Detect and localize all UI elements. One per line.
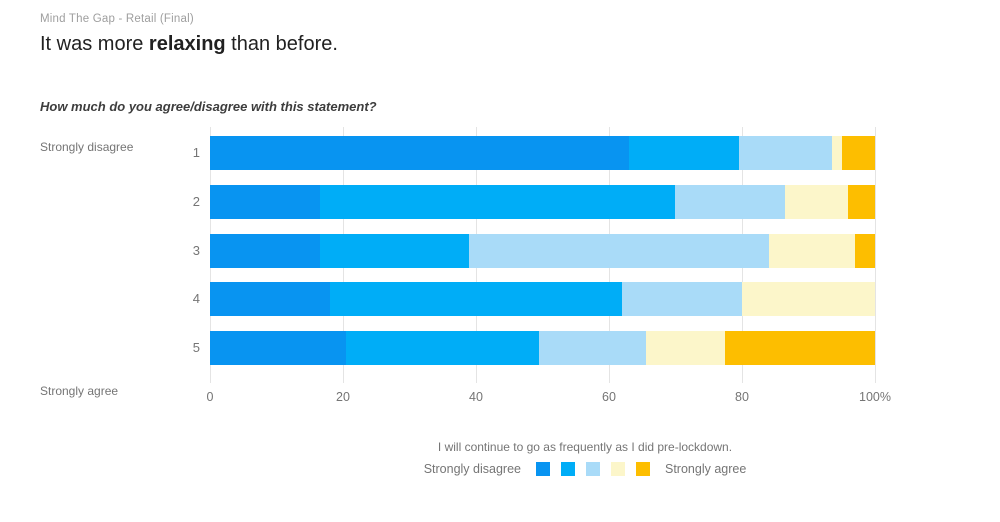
bar-segment[interactable]	[469, 234, 769, 268]
bar-segment[interactable]	[741, 282, 875, 316]
bar-segment[interactable]	[831, 136, 842, 170]
project-label: Mind The Gap - Retail (Final)	[40, 13, 194, 25]
scale-label-strongly-agree: Strongly agree	[40, 384, 119, 398]
legend-swatch	[535, 462, 550, 476]
bar-segment[interactable]	[210, 282, 330, 316]
row-label: 2	[192, 194, 200, 209]
bar-segment[interactable]	[785, 185, 849, 219]
bar-segment[interactable]	[645, 331, 726, 365]
bar-row-1	[210, 136, 875, 170]
legend-swatch	[560, 462, 575, 476]
legend-question: I will continue to go as frequently as I…	[437, 440, 733, 454]
page-title-emphasis: relaxing	[148, 33, 226, 55]
question-subtitle: How much do you agree/disagree with this…	[40, 99, 377, 114]
bar-segment[interactable]	[738, 136, 832, 170]
legend-swatch	[635, 462, 650, 476]
bar-segment[interactable]	[210, 331, 347, 365]
gridline	[875, 127, 876, 383]
scale-label-strongly-disagree: Strongly disagree	[40, 140, 134, 154]
bar-segment[interactable]	[841, 136, 875, 170]
legend-swatch	[585, 462, 600, 476]
page-title-prefix: It was more	[40, 33, 149, 55]
bar-segment[interactable]	[319, 234, 470, 268]
legend-swatch	[610, 462, 625, 476]
bar-segment[interactable]	[329, 282, 623, 316]
legend-swatches	[535, 462, 650, 476]
bar-segment[interactable]	[628, 136, 739, 170]
x-tick-label: 0	[206, 390, 214, 404]
page-title: It was more relaxing than before.	[40, 33, 338, 56]
legend-scale: Strongly disagree Strongly agree	[180, 462, 990, 476]
bar-segment[interactable]	[319, 185, 676, 219]
bar-row-4	[210, 282, 875, 316]
page-title-suffix: than before.	[225, 33, 338, 55]
bar-segment[interactable]	[210, 185, 320, 219]
row-label: 5	[192, 340, 200, 355]
bar-segment[interactable]	[622, 282, 742, 316]
bar-segment[interactable]	[210, 136, 629, 170]
row-label: 4	[192, 291, 200, 306]
bar-segment[interactable]	[725, 331, 875, 365]
x-tick-label: 40	[469, 390, 483, 404]
legend-left-label: Strongly disagree	[423, 462, 521, 476]
bar-segment[interactable]	[848, 185, 875, 219]
x-tick-label: 60	[602, 390, 616, 404]
x-tick-label: 20	[336, 390, 350, 404]
bar-segment[interactable]	[539, 331, 646, 365]
bar-row-3	[210, 234, 875, 268]
row-label: 1	[192, 145, 200, 160]
bar-segment[interactable]	[675, 185, 786, 219]
row-label: 3	[192, 243, 200, 258]
x-tick-label: 80	[735, 390, 749, 404]
bar-row-2	[210, 185, 875, 219]
bar-segment[interactable]	[210, 234, 320, 268]
bar-segment[interactable]	[346, 331, 540, 365]
bar-segment[interactable]	[855, 234, 875, 268]
bar-segment[interactable]	[768, 234, 856, 268]
legend-right-label: Strongly agree	[664, 462, 747, 476]
x-tick-label: 100%	[859, 390, 891, 404]
bar-row-5	[210, 331, 875, 365]
